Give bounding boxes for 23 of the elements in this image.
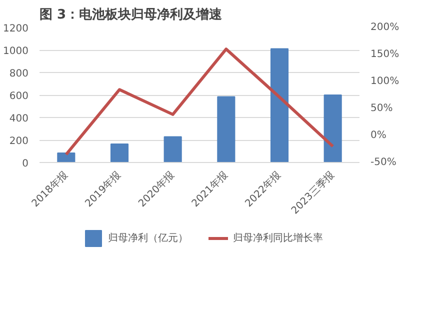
bar bbox=[110, 144, 129, 162]
y-tick-label: 800 bbox=[9, 68, 29, 80]
bar bbox=[270, 48, 289, 162]
y2-tick-label: 150% bbox=[370, 49, 400, 60]
y2-tick-label: 100% bbox=[370, 76, 400, 87]
y-tick-label: 0 bbox=[22, 158, 29, 170]
bar bbox=[324, 94, 342, 162]
y2-tick-label: 0% bbox=[370, 130, 386, 141]
y-tick-label: 200 bbox=[9, 136, 29, 147]
y-tick-label: 400 bbox=[9, 114, 29, 124]
bar bbox=[217, 96, 236, 162]
legend-label: 归母净利（亿元） bbox=[108, 232, 188, 245]
y2-tick-label: 50% bbox=[370, 103, 393, 114]
chart-title: 图 3：电池板块归母净利及增速 bbox=[40, 6, 224, 22]
y2-tick-label: 200% bbox=[370, 22, 400, 33]
y2-tick-label: -50% bbox=[370, 157, 396, 168]
bar bbox=[164, 136, 182, 162]
legend-label: 归母净利同比增长率 bbox=[233, 232, 323, 245]
bar bbox=[57, 152, 76, 162]
y-tick-label: 1000 bbox=[3, 46, 29, 57]
y-tick-label: 600 bbox=[9, 91, 29, 102]
y-tick-label: 1200 bbox=[3, 24, 29, 34]
line-series bbox=[64, 48, 334, 156]
